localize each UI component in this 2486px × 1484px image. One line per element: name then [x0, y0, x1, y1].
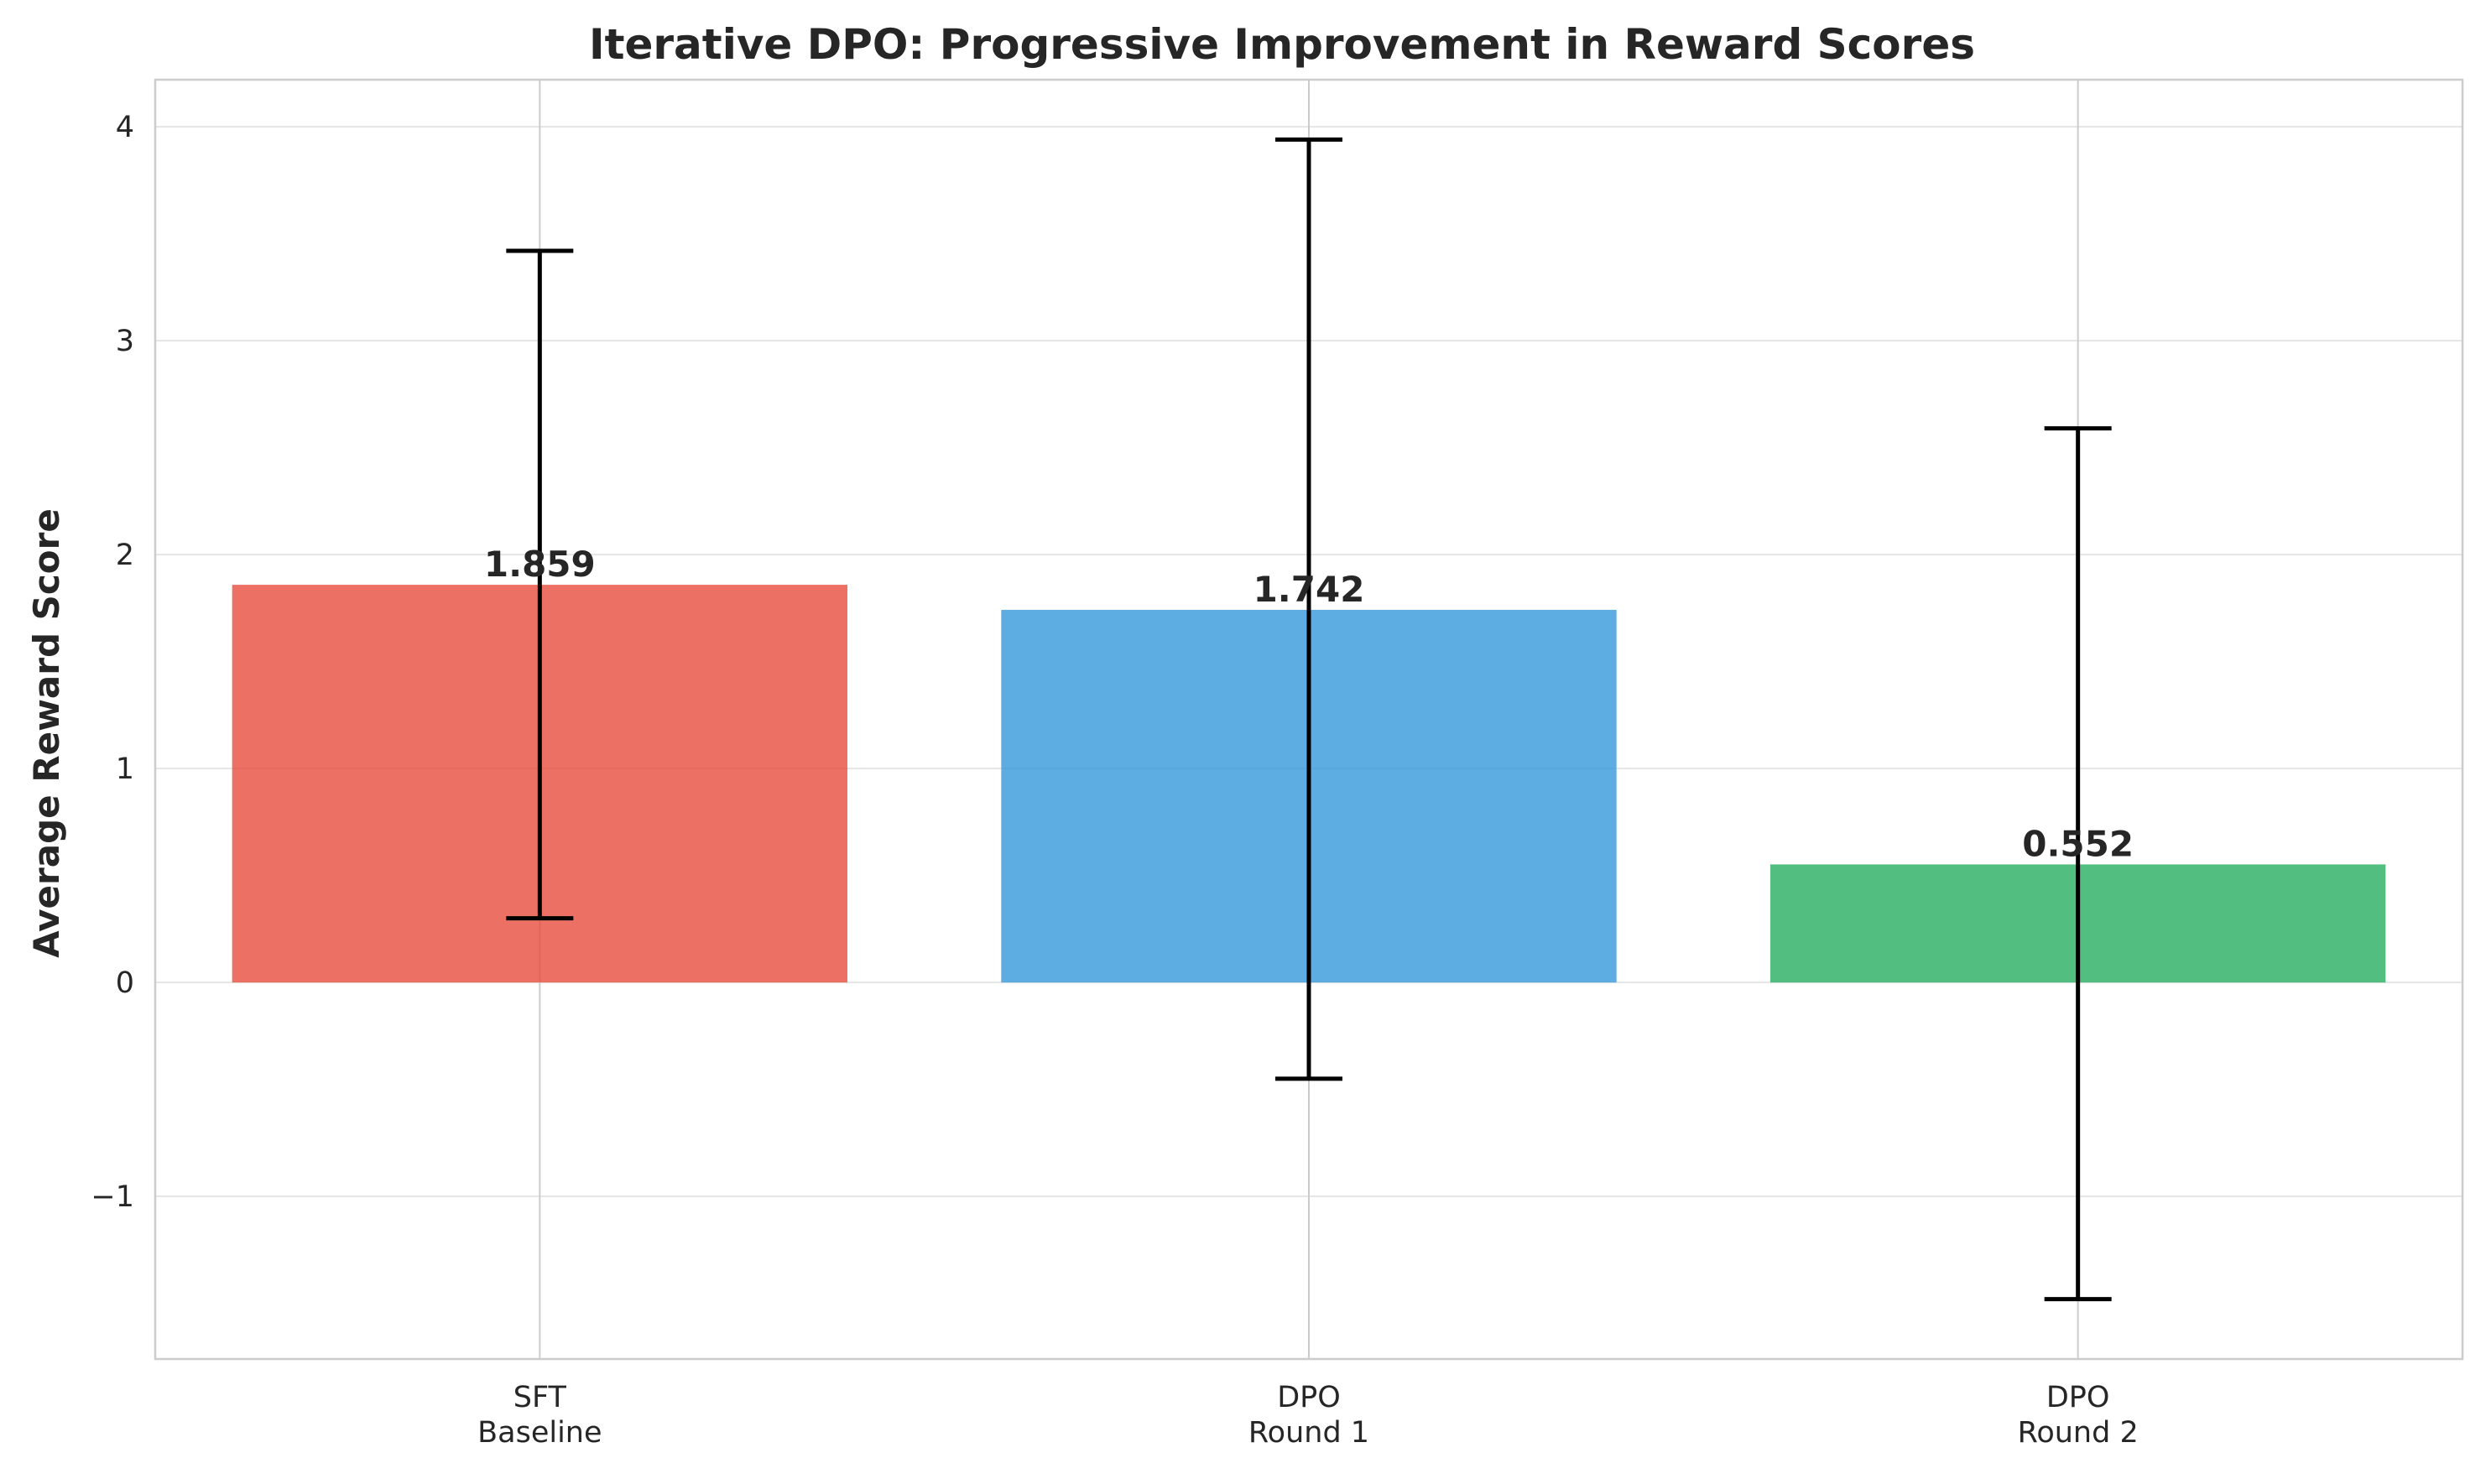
data-label: 0.552 [2022, 823, 2134, 864]
y-tick-label: 2 [116, 539, 134, 572]
chart-title: Iterative DPO: Progressive Improvement i… [589, 20, 1975, 69]
y-ticks: −1 0 1 2 3 4 [91, 111, 134, 1214]
x-tick-label: SFT Baseline [477, 1381, 602, 1450]
data-label: 1.742 [1253, 569, 1365, 610]
x-tick-label: DPO Round 1 [1248, 1381, 1369, 1450]
x-tick-label-line: DPO [1277, 1381, 1341, 1414]
x-tick-label-line: SFT [513, 1381, 567, 1414]
y-tick-label: 4 [116, 111, 134, 144]
error-bars [506, 137, 2112, 1302]
x-tick-label: DPO Round 2 [2018, 1381, 2139, 1450]
y-tick-label: 3 [116, 325, 134, 358]
data-labels: 1.859 1.742 0.552 [484, 544, 2134, 864]
plot-frame [154, 78, 2464, 1361]
x-tick-label-line: Baseline [477, 1416, 602, 1450]
y-tick-label: 1 [116, 752, 134, 786]
y-tick-label: −1 [91, 1180, 134, 1214]
x-tick-label-line: Round 2 [2018, 1416, 2139, 1450]
y-tick-label: 0 [116, 966, 134, 1000]
x-tick-label-line: Round 1 [1248, 1416, 1369, 1450]
data-label: 1.859 [484, 544, 596, 585]
x-tick-label-line: DPO [2046, 1381, 2110, 1414]
y-axis-label: Average Reward Score [26, 508, 67, 958]
